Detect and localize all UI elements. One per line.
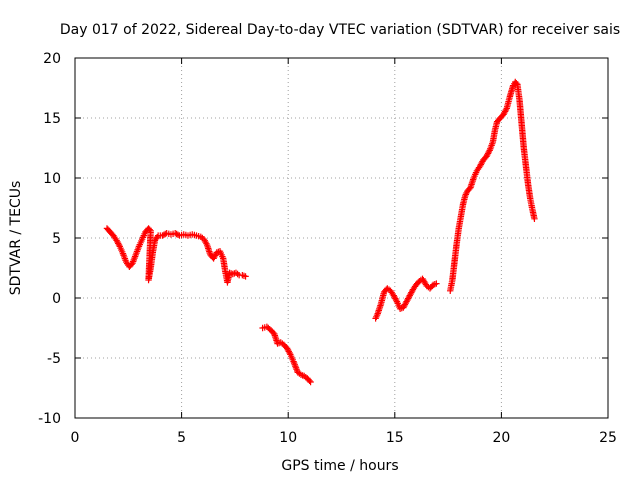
data-point — [485, 148, 493, 156]
chart-title: Day 017 of 2022, Sidereal Day-to-day VTE… — [60, 22, 620, 38]
data-point — [306, 377, 313, 384]
series-segment — [447, 78, 538, 294]
data-point — [307, 378, 314, 386]
x-axis-label: GPS time / hours — [281, 458, 398, 474]
data-point — [531, 215, 538, 222]
series-segment — [372, 275, 440, 322]
tick-labels: 0 5 10 15 20 25 -10 -5 0 5 10 15 20 — [38, 51, 617, 446]
data-point — [115, 241, 123, 249]
data-point — [513, 80, 520, 87]
x-tick-label: 0 — [71, 430, 80, 446]
y-tick-label: 0 — [52, 291, 61, 307]
data-point — [433, 280, 440, 287]
series-segment — [103, 225, 249, 286]
x-tick-label: 20 — [492, 430, 510, 446]
x-tick-label: 10 — [279, 430, 297, 446]
x-tick-label: 25 — [599, 430, 617, 446]
y-tick-label: 10 — [43, 171, 61, 187]
y-tick-label: -5 — [47, 351, 61, 367]
data-point — [203, 240, 210, 247]
data-points — [103, 78, 538, 386]
x-tick-label: 15 — [386, 430, 404, 446]
y-tick-label: 15 — [43, 111, 61, 127]
data-point — [502, 106, 510, 114]
data-point — [392, 296, 400, 304]
y-tick-label: 5 — [52, 231, 61, 247]
series-segment — [259, 323, 314, 386]
data-point — [146, 226, 153, 233]
y-tick-label: -10 — [38, 411, 61, 427]
data-point — [242, 273, 249, 280]
y-tick-label: 20 — [43, 51, 61, 67]
data-point — [286, 349, 293, 357]
axes — [74, 57, 609, 419]
x-tick-label: 5 — [177, 430, 186, 446]
y-axis-label: SDTVAR / TECUs — [8, 181, 24, 296]
